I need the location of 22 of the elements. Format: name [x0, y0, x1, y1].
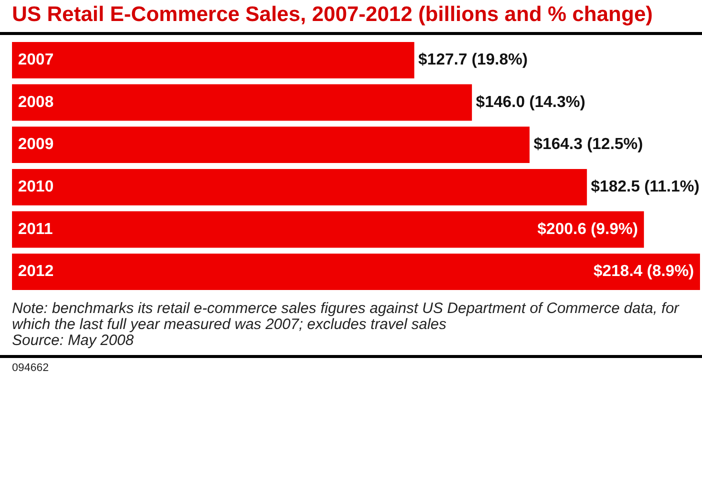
bar: [12, 84, 472, 121]
text: 094662: [12, 362, 50, 374]
text: Note: benchmarks its retail e-commerce sales figures against US Department of Commerce data, for which the last full year measured was 2007; excludes travel sales: [12, 300, 680, 333]
data-label: $146.0 (14.3%): [476, 94, 586, 111]
data-label: $200.6 (9.9%): [537, 220, 638, 238]
data-label: $218.4 (8.9%): [593, 263, 694, 280]
y-tick-label: 2010: [18, 178, 54, 196]
source-note: Source: May 2008: [12, 332, 134, 349]
chart-title: US Retail E-Commerce Sales, 2007-2012 (billions and % change): [0, 0, 702, 35]
bar: [12, 254, 700, 290]
bar: [12, 42, 414, 78]
data-label: $127.7 (19.8%): [418, 52, 528, 69]
y-tick-label: 2007: [18, 52, 54, 69]
bar: [12, 168, 587, 206]
data-label: $164.3 (12.5%): [534, 136, 643, 154]
y-tick-label: 2008: [18, 94, 54, 111]
bar: [12, 211, 644, 248]
y-tick-label: 2009: [18, 136, 54, 154]
data-label: $182.5 (11.1%): [590, 178, 700, 196]
bar: [12, 126, 530, 164]
y-tick-label: 2011: [18, 220, 53, 238]
y-tick-label: 2012: [18, 263, 54, 280]
